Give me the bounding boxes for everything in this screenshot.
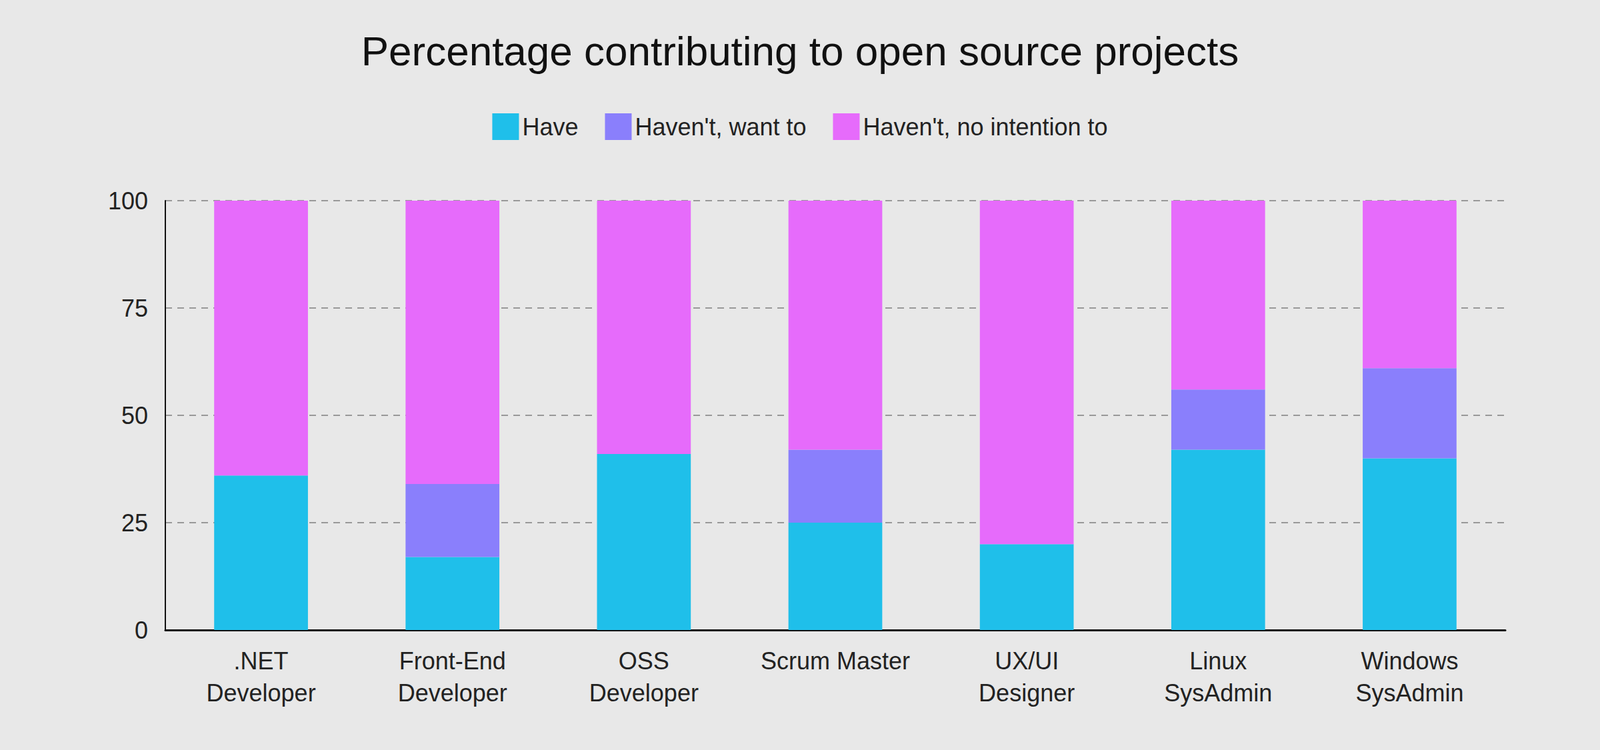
svg-text:0: 0 xyxy=(134,616,148,644)
svg-text:Developer: Developer xyxy=(589,679,699,707)
svg-text:Front-End: Front-End xyxy=(399,647,506,675)
svg-text:Developer: Developer xyxy=(398,679,508,707)
svg-text:50: 50 xyxy=(121,402,148,430)
svg-text:Scrum Master: Scrum Master xyxy=(760,647,910,675)
svg-text:100: 100 xyxy=(108,187,148,215)
svg-text:Haven't, no intention to: Haven't, no intention to xyxy=(862,113,1108,141)
svg-text:Linux: Linux xyxy=(1189,647,1247,675)
svg-text:UX/UI: UX/UI xyxy=(994,647,1059,675)
svg-text:.NET: .NET xyxy=(234,647,289,675)
svg-text:OSS: OSS xyxy=(618,647,670,675)
svg-text:SysAdmin: SysAdmin xyxy=(1164,679,1272,707)
svg-text:Designer: Designer xyxy=(978,679,1075,707)
svg-text:Haven't, want to: Haven't, want to xyxy=(634,113,806,141)
svg-text:75: 75 xyxy=(121,294,148,322)
svg-text:Percentage contributing to ope: Percentage contributing to open source p… xyxy=(361,28,1240,74)
svg-text:25: 25 xyxy=(121,509,148,537)
svg-text:Windows: Windows xyxy=(1360,647,1458,675)
svg-text:Have: Have xyxy=(522,113,578,141)
svg-text:SysAdmin: SysAdmin xyxy=(1355,679,1464,707)
svg-text:Developer: Developer xyxy=(206,679,316,707)
